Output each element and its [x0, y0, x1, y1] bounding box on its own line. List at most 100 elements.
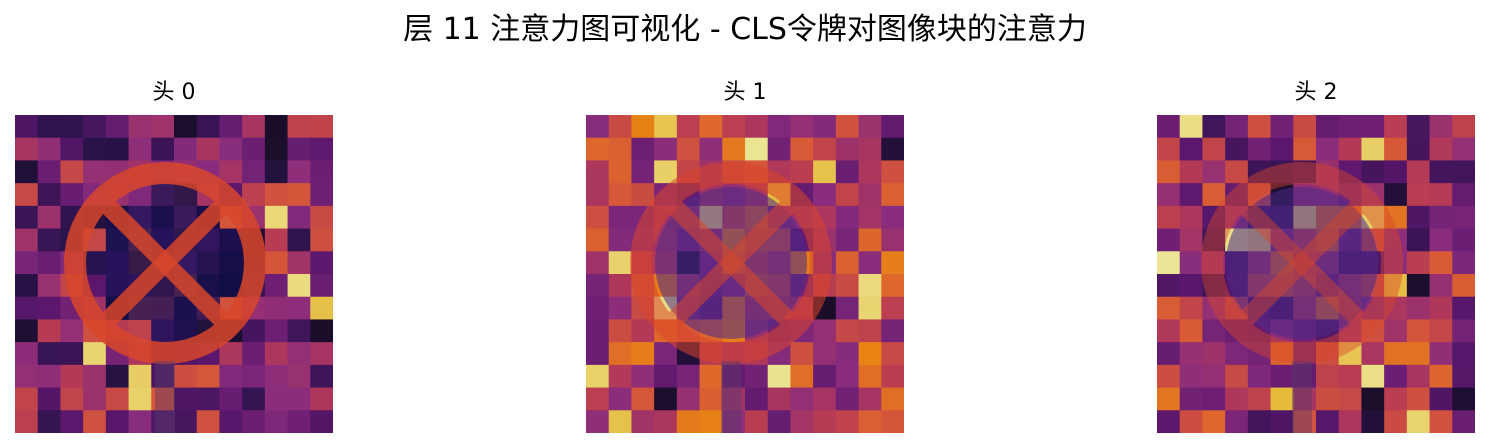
heatmap-cell — [174, 137, 198, 161]
heatmap-cell — [654, 137, 678, 161]
heatmap-cell — [1406, 251, 1431, 275]
heatmap-cell — [881, 205, 904, 230]
heatmap-cell — [813, 342, 837, 366]
heatmap-cell — [1202, 251, 1226, 275]
sign-cross — [102, 200, 228, 326]
heatmap-cell — [631, 410, 655, 433]
heatmap-cell — [1225, 137, 1249, 161]
heatmap-cell — [1361, 205, 1385, 230]
heatmap-cell — [264, 160, 289, 184]
heatmap-cell — [790, 364, 814, 389]
heatmap-cell — [310, 319, 333, 343]
heatmap-cell — [1247, 364, 1272, 389]
heatmap-cell — [174, 364, 198, 389]
heatmap-cell — [1361, 387, 1385, 411]
heatmap-cell — [881, 274, 904, 298]
heatmap-cell — [1202, 160, 1226, 184]
heatmap-cell — [608, 228, 632, 252]
heatmap-cell — [790, 342, 814, 366]
heatmap-cell — [83, 364, 107, 389]
heatmap-cell — [835, 342, 860, 366]
heatmap-cell — [1202, 296, 1226, 320]
heatmap-cell — [310, 296, 333, 320]
sign-interior — [1226, 187, 1378, 339]
heatmap-cell — [699, 137, 723, 161]
heatmap-cell — [37, 296, 61, 320]
heatmap-cell — [1225, 410, 1249, 433]
interior-cell — [105, 251, 130, 275]
sign-pole — [1292, 361, 1312, 433]
panel-title: 头 1 — [723, 80, 767, 105]
heatmap-cell — [1429, 115, 1453, 139]
heatmap-cell — [858, 115, 882, 139]
heatmap-cell — [105, 410, 130, 433]
heatmap-cell — [858, 183, 882, 207]
heatmap-cell — [37, 364, 61, 389]
heatmap-cell — [608, 410, 632, 433]
heatmap-cell — [608, 160, 632, 184]
heatmap-cell — [83, 387, 107, 411]
heatmap-cell — [790, 410, 814, 433]
heatmap-cell — [835, 319, 860, 343]
heatmap-cell — [1338, 342, 1362, 366]
heatmap-cell — [1406, 137, 1431, 161]
interior-cell — [151, 296, 175, 320]
heatmap-cell — [631, 342, 655, 366]
heatmap-cell — [835, 160, 860, 184]
heatmap-cell — [1406, 205, 1431, 230]
heatmap-cell — [128, 137, 152, 161]
attention-heatmap-head-1 — [586, 115, 904, 433]
heatmap-cell — [1157, 387, 1181, 411]
heatmap-cell — [858, 251, 882, 275]
heatmap-cell — [174, 410, 198, 433]
sign-cross — [668, 200, 794, 326]
heatmap-cell — [1429, 319, 1453, 343]
heatmap-cell — [699, 115, 723, 139]
heatmap-cell — [1179, 342, 1203, 366]
heatmap-cell — [174, 115, 198, 139]
heatmap-cell — [37, 205, 61, 230]
heatmap-cell — [1157, 137, 1181, 161]
heatmap-cell — [1157, 251, 1181, 275]
heatmap-cell — [858, 160, 882, 184]
interior-cell — [174, 319, 198, 343]
heatmap-cell — [287, 319, 311, 343]
heatmap-cell — [1293, 160, 1317, 184]
heatmap-cell — [1452, 228, 1475, 252]
attention-heatmap-head-0 — [15, 115, 333, 433]
heatmap-cell — [813, 364, 837, 389]
heatmap-cell — [83, 410, 107, 433]
heatmap-cell — [835, 274, 860, 298]
heatmap-cell — [264, 115, 289, 139]
heatmap-cell — [242, 160, 266, 184]
heatmap-cell — [37, 115, 61, 139]
heatmap-cell — [1157, 228, 1181, 252]
heatmap-cell — [608, 274, 632, 298]
heatmap-cell — [608, 205, 632, 230]
heatmap-cell — [813, 183, 837, 207]
heatmap-cell — [151, 410, 175, 433]
heatmap-cell — [105, 387, 130, 411]
heatmap-cell — [722, 364, 746, 389]
heatmap-cell — [264, 319, 289, 343]
heatmap-cell — [264, 296, 289, 320]
heatmap-cell — [128, 364, 152, 389]
heatmap-cell — [37, 274, 61, 298]
heatmap-cell — [881, 115, 904, 139]
heatmap-cell — [790, 160, 814, 184]
heatmap-cell — [15, 342, 39, 366]
heatmap-cell — [15, 410, 39, 433]
heatmap-cell — [1179, 319, 1203, 343]
heatmap-cell — [586, 410, 610, 433]
heatmap-cell — [1179, 183, 1203, 207]
heatmap-cell — [1406, 183, 1431, 207]
interior-cell — [219, 274, 243, 298]
heatmap-cell — [1293, 364, 1317, 389]
heatmap-cell — [1452, 274, 1475, 298]
heatmap-cell — [1157, 115, 1181, 139]
heatmap-cell — [196, 137, 220, 161]
attention-heatmap-head-2 — [1157, 115, 1475, 433]
heatmap-cell — [242, 410, 266, 433]
heatmap-cell — [858, 137, 882, 161]
heatmap-cell — [858, 364, 882, 389]
